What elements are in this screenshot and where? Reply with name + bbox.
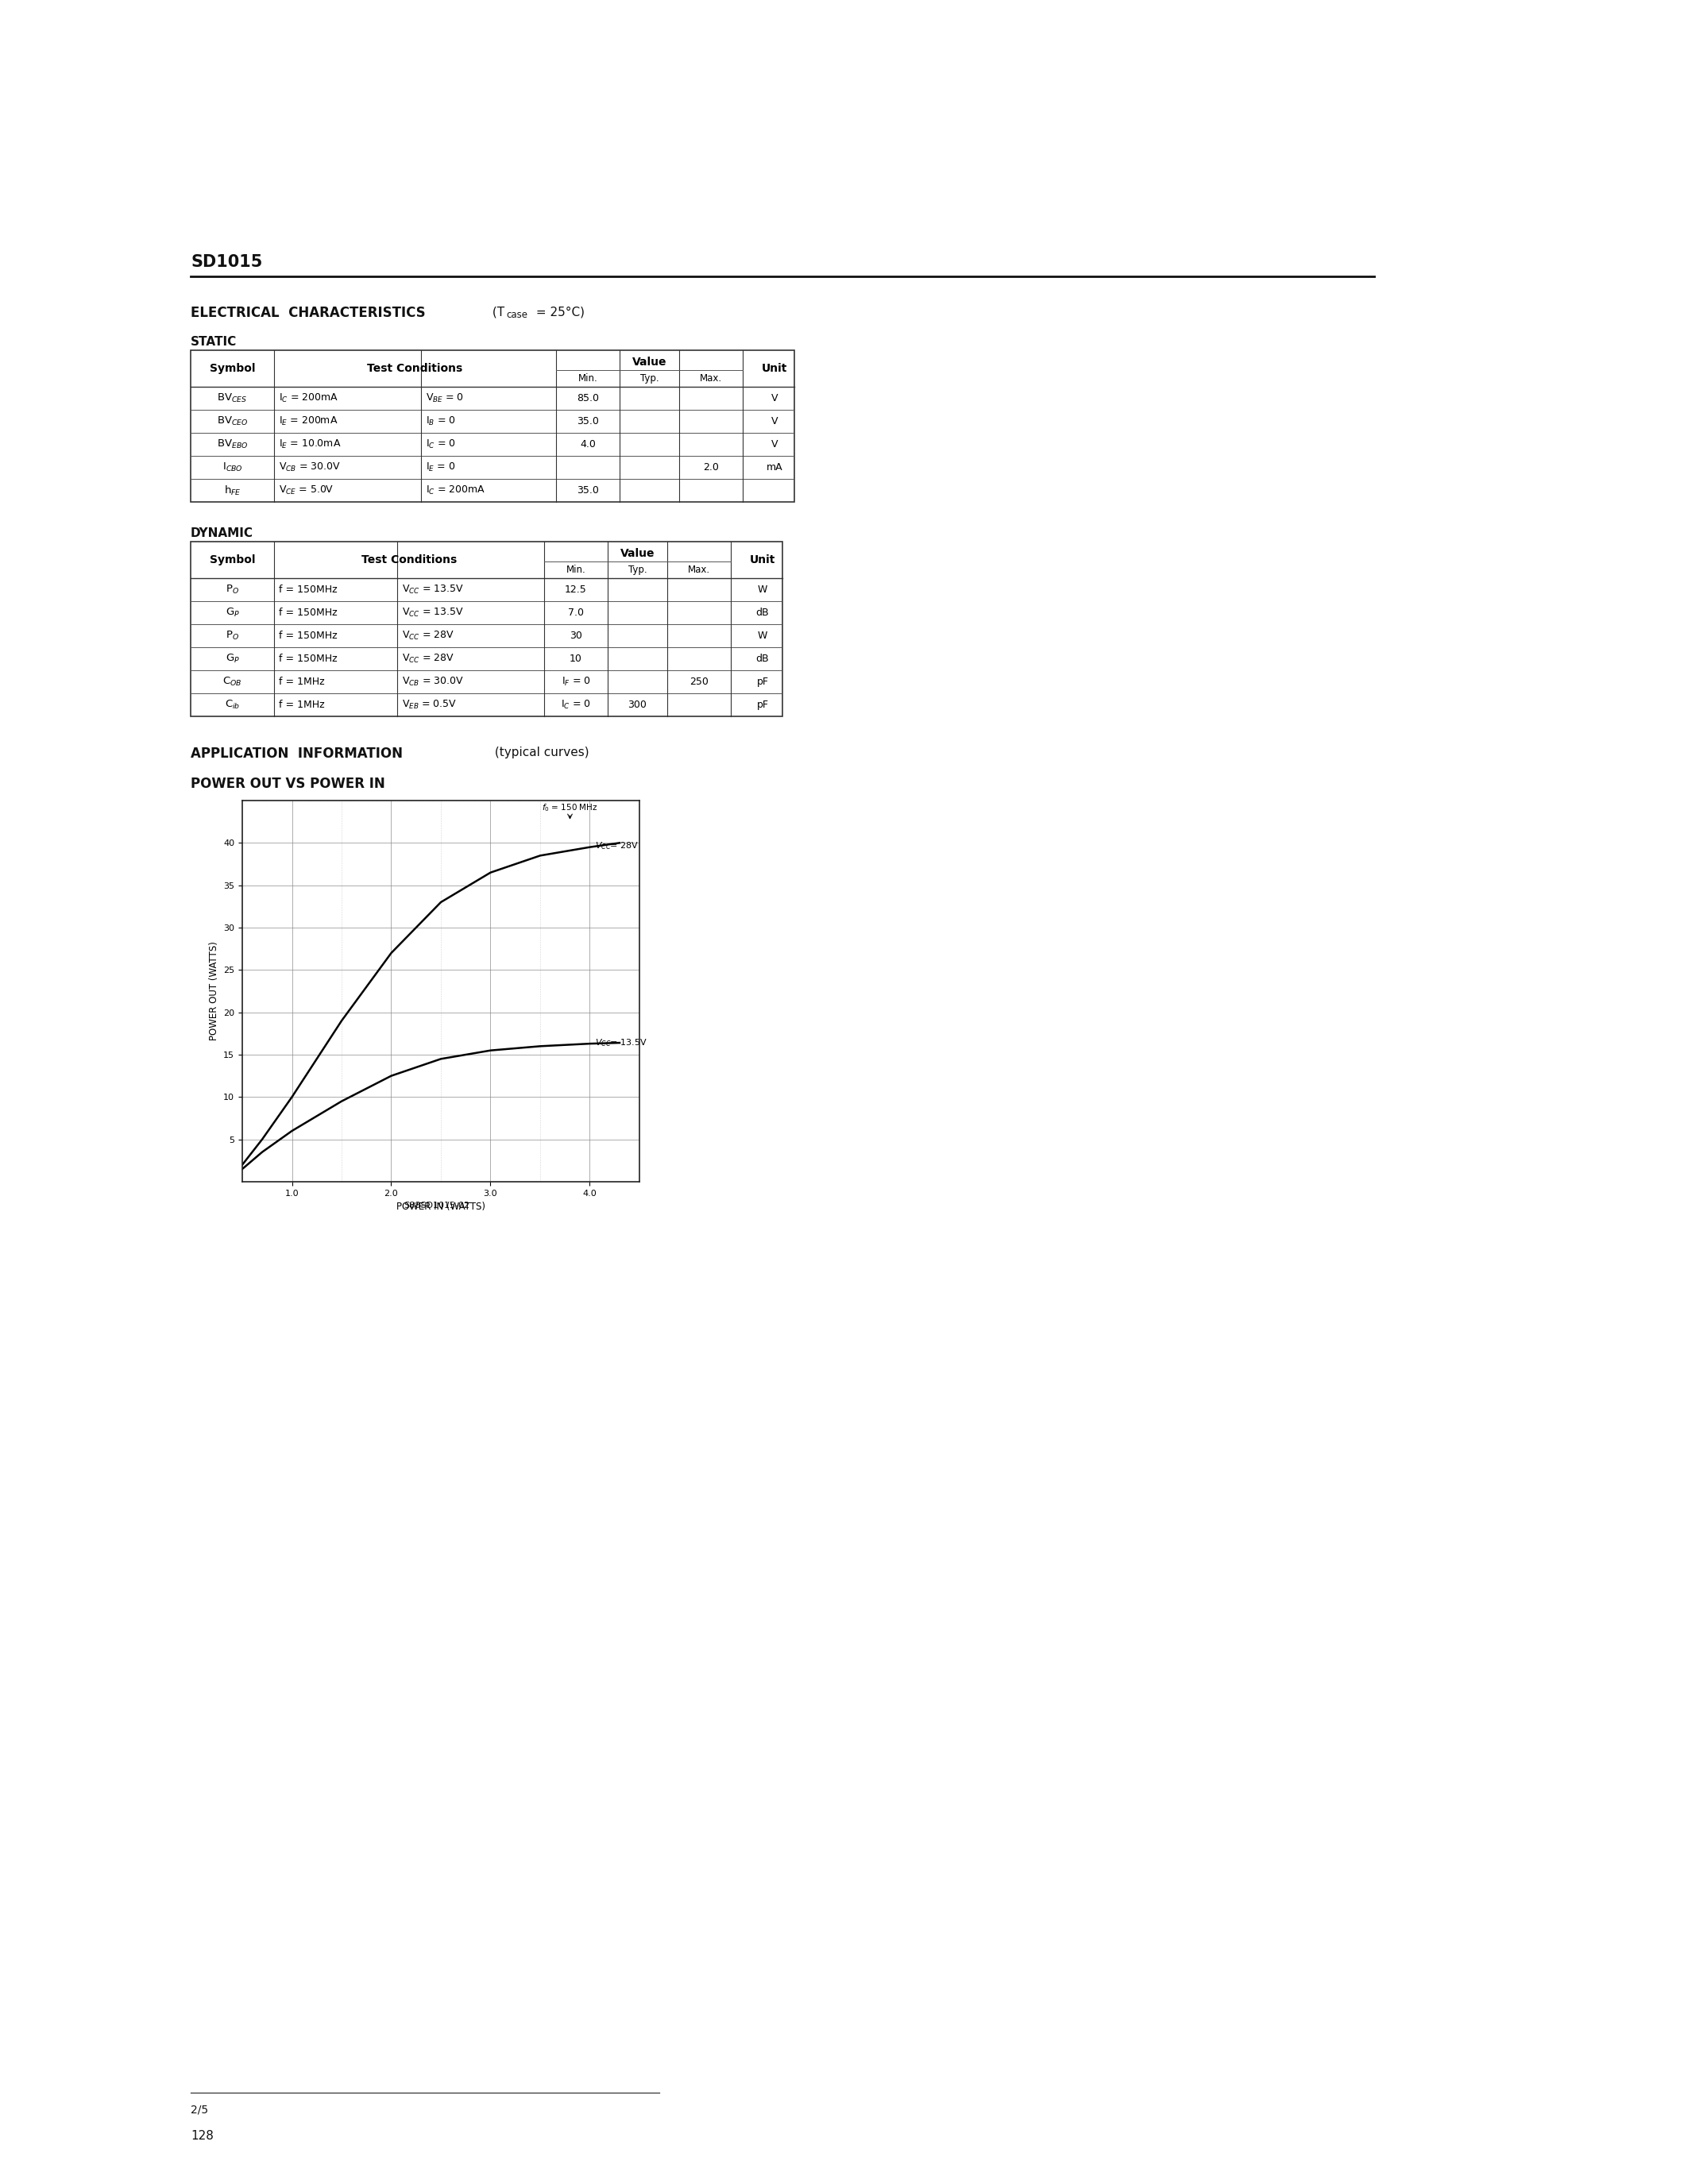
Text: I$_C$ = 0: I$_C$ = 0 <box>560 699 591 710</box>
Text: V: V <box>771 393 778 404</box>
Text: DYNAMIC: DYNAMIC <box>191 526 253 539</box>
Text: POWER OUT VS POWER IN: POWER OUT VS POWER IN <box>191 778 385 791</box>
Text: Typ.: Typ. <box>628 566 647 574</box>
Text: APPLICATION  INFORMATION: APPLICATION INFORMATION <box>191 747 403 760</box>
Text: Unit: Unit <box>749 555 775 566</box>
Text: Max.: Max. <box>689 566 711 574</box>
Text: Min.: Min. <box>565 566 586 574</box>
Text: Symbol: Symbol <box>209 363 255 373</box>
Text: I$_E$ = 10.0mA: I$_E$ = 10.0mA <box>279 439 341 450</box>
Text: V$_{BE}$ = 0: V$_{BE}$ = 0 <box>425 393 464 404</box>
Text: G$_P$: G$_P$ <box>225 653 240 664</box>
Text: Symbol: Symbol <box>209 555 255 566</box>
X-axis label: POWER IN (WATTS): POWER IN (WATTS) <box>397 1201 486 1212</box>
Text: BV$_{CES}$: BV$_{CES}$ <box>218 393 248 404</box>
Text: Typ.: Typ. <box>640 373 658 384</box>
Text: V$_{CB}$ = 30.0V: V$_{CB}$ = 30.0V <box>279 461 341 474</box>
Text: V: V <box>771 417 778 426</box>
Y-axis label: POWER OUT (WATTS): POWER OUT (WATTS) <box>209 941 219 1042</box>
Text: V$_{CC}$ = 28V: V$_{CC}$ = 28V <box>402 653 454 664</box>
Text: 128: 128 <box>191 2129 214 2143</box>
Text: f = 150MHz: f = 150MHz <box>279 653 338 664</box>
Text: 30: 30 <box>569 631 582 640</box>
Text: I$_C$ = 0: I$_C$ = 0 <box>425 439 456 450</box>
Text: 7.0: 7.0 <box>567 607 584 618</box>
Text: P$_O$: P$_O$ <box>226 629 240 642</box>
Text: 300: 300 <box>628 699 647 710</box>
Text: (T: (T <box>488 306 505 317</box>
Text: I$_E$ = 200mA: I$_E$ = 200mA <box>279 415 338 428</box>
Text: dB: dB <box>756 653 770 664</box>
Text: pF: pF <box>756 699 768 710</box>
Text: V$_{CC}$ = 13.5V: V$_{CC}$ = 13.5V <box>402 607 464 618</box>
Text: h$_{FE}$: h$_{FE}$ <box>225 485 241 496</box>
Text: Unit: Unit <box>761 363 787 373</box>
Text: W: W <box>758 585 768 594</box>
Text: 2.0: 2.0 <box>704 463 719 472</box>
Text: V$_{CC}$ = 13.5V: V$_{CC}$ = 13.5V <box>402 583 464 596</box>
Text: I$_E$ = 0: I$_E$ = 0 <box>425 461 456 474</box>
Text: V$_{EB}$ = 0.5V: V$_{EB}$ = 0.5V <box>402 699 457 710</box>
Text: G$_P$: G$_P$ <box>225 607 240 618</box>
Text: S88SD1015-02: S88SD1015-02 <box>403 1201 469 1210</box>
Text: I$_F$ = 0: I$_F$ = 0 <box>562 675 591 688</box>
Text: Test Conditions: Test Conditions <box>361 555 457 566</box>
Text: P$_O$: P$_O$ <box>226 583 240 596</box>
Text: Max.: Max. <box>701 373 722 384</box>
Text: V$_{CE}$ = 5.0V: V$_{CE}$ = 5.0V <box>279 485 334 496</box>
Text: 10: 10 <box>569 653 582 664</box>
Text: f = 150MHz: f = 150MHz <box>279 585 338 594</box>
Text: dB: dB <box>756 607 770 618</box>
Text: W: W <box>758 631 768 640</box>
Text: (typical curves): (typical curves) <box>491 747 589 758</box>
Text: 35.0: 35.0 <box>577 417 599 426</box>
Text: Min.: Min. <box>577 373 598 384</box>
Text: f = 1MHz: f = 1MHz <box>279 699 324 710</box>
Text: C$_{ib}$: C$_{ib}$ <box>225 699 240 710</box>
Text: Value: Value <box>619 548 655 559</box>
Text: SD1015: SD1015 <box>191 253 262 271</box>
Text: case: case <box>506 310 527 321</box>
Text: $V_{CC}$= 28V: $V_{CC}$= 28V <box>594 841 638 852</box>
Text: V$_{CB}$ = 30.0V: V$_{CB}$ = 30.0V <box>402 675 464 688</box>
Text: 250: 250 <box>690 677 709 688</box>
Text: I$_C$ = 200mA: I$_C$ = 200mA <box>279 393 339 404</box>
Text: V$_{CC}$ = 28V: V$_{CC}$ = 28V <box>402 629 454 642</box>
Text: Test Conditions: Test Conditions <box>368 363 463 373</box>
Text: $V_{CC}$= 13.5V: $V_{CC}$= 13.5V <box>594 1037 647 1048</box>
Bar <box>191 349 795 502</box>
Text: 4.0: 4.0 <box>581 439 596 450</box>
Text: I$_{CBO}$: I$_{CBO}$ <box>223 461 243 474</box>
Text: f = 1MHz: f = 1MHz <box>279 677 324 688</box>
Text: BV$_{EBO}$: BV$_{EBO}$ <box>216 439 248 450</box>
Text: 35.0: 35.0 <box>577 485 599 496</box>
Text: I$_C$ = 200mA: I$_C$ = 200mA <box>425 485 486 496</box>
Text: C$_{OB}$: C$_{OB}$ <box>223 675 241 688</box>
Text: mA: mA <box>766 463 783 472</box>
Text: I$_B$ = 0: I$_B$ = 0 <box>425 415 456 428</box>
Bar <box>191 542 783 716</box>
Text: BV$_{CEO}$: BV$_{CEO}$ <box>216 415 248 428</box>
Text: 12.5: 12.5 <box>565 585 587 594</box>
Text: $f_0$ = 150 MHz: $f_0$ = 150 MHz <box>542 802 598 812</box>
Text: STATIC: STATIC <box>191 336 236 347</box>
Text: V: V <box>771 439 778 450</box>
Text: pF: pF <box>756 677 768 688</box>
Text: ELECTRICAL  CHARACTERISTICS: ELECTRICAL CHARACTERISTICS <box>191 306 425 321</box>
Text: 85.0: 85.0 <box>577 393 599 404</box>
Text: = 25°C): = 25°C) <box>532 306 584 317</box>
Text: Value: Value <box>631 356 667 367</box>
Text: f = 150MHz: f = 150MHz <box>279 631 338 640</box>
Text: f = 150MHz: f = 150MHz <box>279 607 338 618</box>
Text: 2/5: 2/5 <box>191 2105 208 2116</box>
